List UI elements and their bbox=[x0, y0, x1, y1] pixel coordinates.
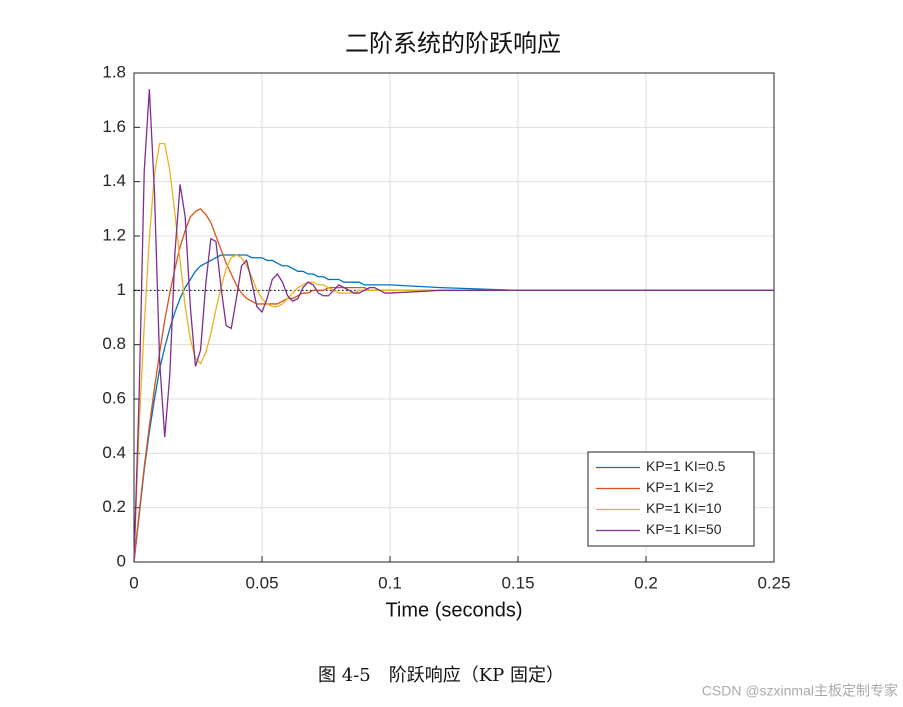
data-line bbox=[133, 208, 774, 563]
y-tick-label: 0.6 bbox=[102, 388, 126, 407]
x-axis-label: Time (seconds) bbox=[385, 599, 522, 621]
y-tick-label: 0.2 bbox=[102, 497, 126, 516]
y-tick-label: 0.8 bbox=[102, 334, 126, 353]
x-tick-label: 0.1 bbox=[378, 573, 402, 592]
y-tick-label: 1.2 bbox=[102, 225, 126, 244]
y-tick-label: 1 bbox=[117, 280, 126, 299]
legend-label: KP=1 KI=2 bbox=[646, 479, 714, 495]
chart-title: 二阶系统的阶跃响应 bbox=[345, 30, 561, 58]
data-line bbox=[133, 254, 774, 563]
x-tick-label: 0.05 bbox=[245, 573, 278, 592]
x-tick-label: 0.15 bbox=[501, 573, 534, 592]
y-tick-label: 1.8 bbox=[102, 62, 126, 81]
y-tick-label: 1.6 bbox=[102, 117, 126, 136]
legend-label: KP=1 KI=0.5 bbox=[646, 458, 726, 474]
watermark: CSDN @szxinmal主板定制专家 bbox=[702, 683, 898, 699]
y-tick-label: 0.4 bbox=[102, 443, 126, 462]
y-tick-label: 0 bbox=[117, 551, 126, 570]
x-tick-label: 0.2 bbox=[634, 573, 658, 592]
legend-label: KP=1 KI=50 bbox=[646, 521, 722, 537]
figure-caption: 图 4-5 阶跃响应（KP 固定） bbox=[318, 665, 564, 686]
data-line bbox=[133, 89, 774, 563]
plot-frame bbox=[133, 72, 775, 563]
legend-label: KP=1 KI=10 bbox=[646, 500, 722, 516]
y-tick-label: 1.4 bbox=[102, 171, 126, 190]
x-tick-label: 0 bbox=[129, 573, 138, 592]
x-tick-label: 0.25 bbox=[757, 573, 790, 592]
